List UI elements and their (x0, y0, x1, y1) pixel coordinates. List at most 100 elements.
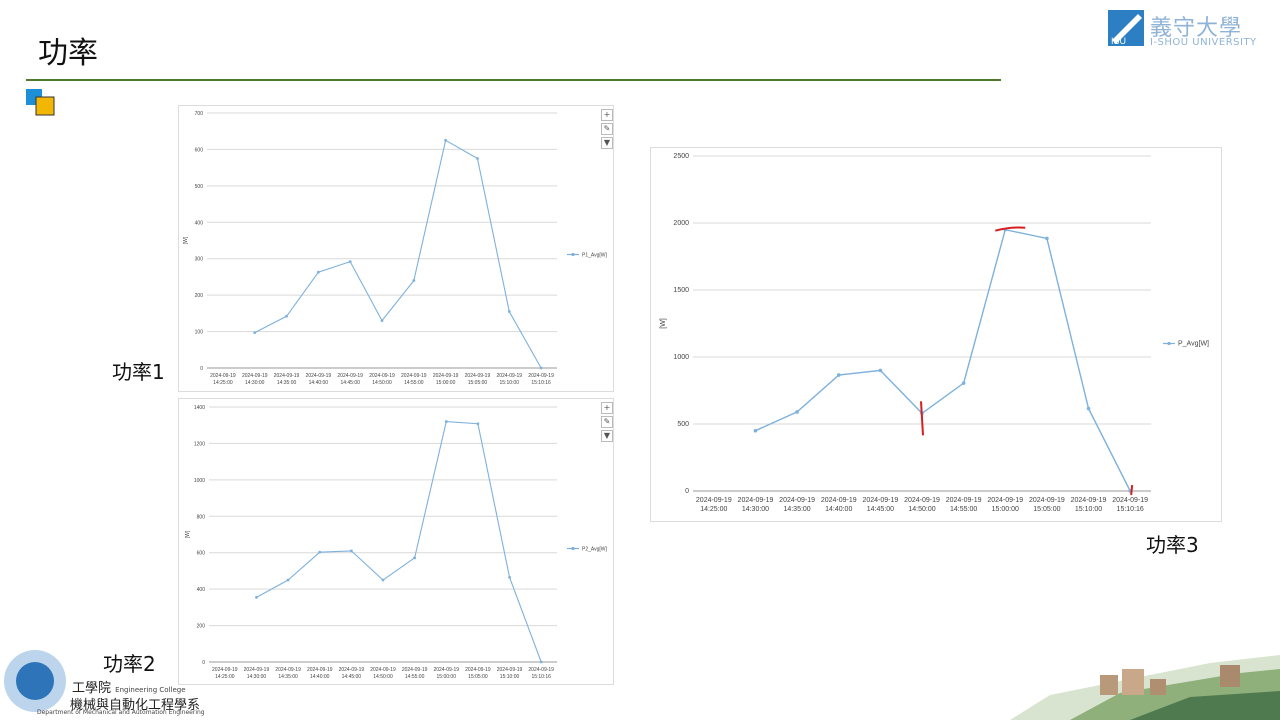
data-point (508, 575, 511, 579)
x-tick-label: 2024-09-19 (862, 497, 898, 504)
data-point (444, 420, 448, 423)
filter-icon[interactable]: ▼ (601, 137, 613, 149)
y-tick-label: 0 (685, 488, 689, 495)
x-tick-label: 14:40:00 (825, 506, 852, 513)
chart3-label: 功率3 (1146, 533, 1199, 557)
power-chart-1: 0 100 200 300 400 500 600 700 [W] 2024-09-19 14:25… (178, 105, 614, 392)
plus-icon[interactable]: + (601, 402, 613, 414)
isu-mark-icon: ISU (1108, 10, 1144, 46)
dept-cn: 機械與自動化工程學系 (70, 698, 201, 713)
data-point (253, 331, 257, 335)
x-tick-label: 2024-09-19 (339, 667, 365, 673)
x-tick-label: 14:30:00 (247, 674, 267, 680)
logo-cn: 義守大學 (1150, 16, 1243, 41)
y-tick-label: 2000 (673, 220, 689, 227)
x-tick-label: 14:50:00 (373, 674, 393, 680)
y-axis-label: [W] (183, 236, 189, 244)
y-tick-label: 400 (197, 587, 206, 593)
x-tick-label: 15:10:16 (531, 674, 551, 680)
logo-en: I-SHOU UNIVERSITY (1150, 37, 1257, 48)
x-tick-label: 14:45:00 (867, 506, 894, 513)
data-point (348, 260, 352, 264)
x-tick-label: 2024-09-19 (1071, 497, 1107, 504)
filter-icon[interactable]: ▼ (601, 430, 613, 442)
campus-illustration (1010, 655, 1280, 720)
y-tick-label: 300 (195, 257, 204, 263)
data-point (878, 368, 883, 373)
x-tick-label: 2024-09-19 (369, 373, 395, 379)
dept-en: Department of Mechanical and Automation … (37, 709, 205, 716)
brush-icon[interactable]: ✎ (601, 416, 613, 428)
x-tick-label: 2024-09-19 (946, 497, 982, 504)
legend-label: P1_Avg[W] (582, 253, 608, 259)
data-point (836, 373, 841, 377)
y-tick-label: 500 (677, 421, 689, 428)
x-tick-label: 14:55:00 (405, 674, 425, 680)
x-tick-label: 2024-09-19 (433, 667, 459, 673)
y-tick-label: 1000 (194, 478, 205, 484)
data-point (255, 595, 258, 599)
page-title: 功率 (38, 36, 98, 71)
legend-marker (1167, 341, 1171, 346)
x-tick-label: 14:40:00 (309, 380, 329, 386)
series-line (254, 139, 542, 369)
power-chart-2: 0 200 400 600 800 1000 1200 1400 [W] 2024-09-19 14… (178, 398, 614, 685)
x-tick-label: 14:35:00 (277, 380, 297, 386)
y-tick-label: 600 (197, 551, 206, 557)
y-tick-label: 400 (195, 220, 204, 226)
x-tick-label: 2024-09-19 (497, 667, 523, 673)
data-point (539, 660, 543, 664)
data-point (476, 157, 479, 160)
x-tick-label: 14:35:00 (783, 506, 810, 513)
x-tick-label: 2024-09-19 (401, 373, 427, 379)
y-tick-label: 1400 (194, 405, 205, 411)
y-axis-label: [W] (185, 530, 191, 538)
x-tick-label: 2024-09-19 (1112, 497, 1148, 504)
x-tick-label: 2024-09-19 (244, 667, 270, 673)
x-tick-label: 14:25:00 (213, 380, 233, 386)
x-tick-label: 14:55:00 (404, 380, 424, 386)
y-tick-label: 100 (195, 330, 204, 336)
x-tick-label: 2024-09-19 (337, 373, 363, 379)
y-axis-label: [W] (660, 318, 667, 329)
x-tick-label: 14:25:00 (700, 506, 727, 513)
chart1-label: 功率1 (112, 360, 165, 384)
x-tick-label: 15:10:16 (531, 380, 551, 386)
chart-svg: 0100200300400500600700[W]2024-09-1914:25… (183, 111, 608, 386)
x-tick-label: 2024-09-19 (465, 373, 491, 379)
x-tick-label: 2024-09-19 (307, 667, 333, 673)
x-tick-label: 2024-09-19 (370, 667, 396, 673)
data-point (412, 279, 416, 282)
x-tick-label: 15:00:00 (437, 674, 457, 680)
x-tick-label: 2024-09-19 (696, 497, 732, 504)
x-tick-label: 2024-09-19 (738, 497, 774, 504)
x-tick-label: 2024-09-19 (306, 373, 332, 379)
x-tick-label: 15:10:00 (500, 674, 520, 680)
x-tick-label: 14:35:00 (278, 674, 298, 680)
x-tick-label: 14:45:00 (340, 380, 360, 386)
plus-icon[interactable]: + (601, 109, 613, 121)
data-point (961, 381, 966, 385)
data-point (1045, 236, 1049, 241)
y-tick-label: 2500 (673, 153, 689, 160)
x-tick-label: 14:25:00 (215, 674, 235, 680)
x-tick-label: 2024-09-19 (528, 373, 554, 379)
x-tick-label: 2024-09-19 (212, 667, 238, 673)
x-tick-label: 14:40:00 (310, 674, 330, 680)
x-tick-label: 14:30:00 (742, 506, 769, 513)
brush-icon[interactable]: ✎ (601, 123, 613, 135)
y-tick-label: 0 (200, 366, 203, 372)
x-tick-label: 15:10:00 (500, 380, 520, 386)
title-underline (26, 79, 1001, 81)
legend-marker (571, 546, 575, 551)
x-tick-label: 15:05:00 (468, 380, 488, 386)
y-tick-label: 200 (197, 624, 206, 630)
x-tick-label: 14:30:00 (245, 380, 265, 386)
annotation-mark (1130, 484, 1134, 496)
x-tick-label: 15:05:00 (1033, 506, 1060, 513)
x-tick-label: 2024-09-19 (779, 497, 815, 504)
chart2-label: 功率2 (103, 652, 156, 676)
data-point (413, 556, 417, 560)
data-point (286, 578, 290, 582)
x-tick-label: 15:10:00 (1075, 506, 1102, 513)
